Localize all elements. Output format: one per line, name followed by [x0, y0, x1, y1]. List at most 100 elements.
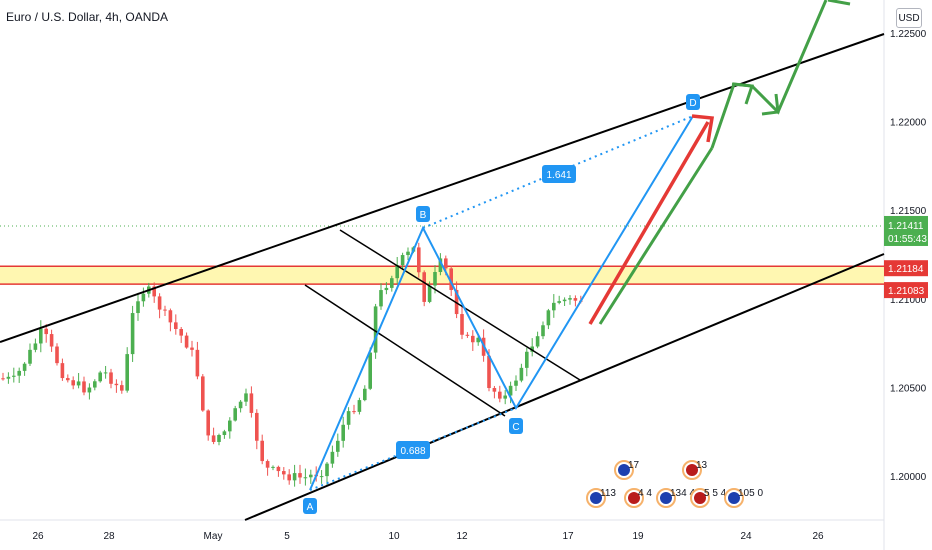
candle-body [190, 347, 194, 350]
candle-body [282, 471, 286, 475]
abcd-pattern-line [309, 115, 694, 491]
candle-body [93, 381, 97, 388]
candle-body [233, 408, 237, 421]
candle-body [541, 325, 545, 337]
pattern-point-label: C [512, 422, 519, 433]
candle-body [438, 258, 443, 273]
price-tag-bg [884, 215, 928, 246]
candle-body [114, 383, 119, 386]
candle-body [406, 251, 410, 256]
pattern-point-badge [416, 206, 430, 222]
y-tick-label: 1.20500 [890, 383, 927, 394]
candle-body [503, 395, 507, 399]
price-tag-zone: 1.21184 [884, 260, 928, 277]
price-tag-last: 1.21411 01:55:43 [884, 215, 928, 246]
candle-body [568, 298, 572, 300]
y-tick-label: 1.21500 [890, 206, 927, 217]
candle-body [66, 378, 70, 381]
candle-body [228, 420, 232, 432]
candle-body [476, 337, 480, 343]
x-tick-label: 17 [562, 531, 574, 542]
candle-body [249, 393, 254, 413]
candle-body [427, 285, 432, 302]
pattern-point-badge [303, 498, 317, 514]
candle-body [6, 376, 11, 379]
flag-lower-line [304, 284, 506, 417]
candle-body [120, 385, 124, 391]
candle-body [201, 376, 205, 411]
event-badge: 13 [682, 460, 708, 480]
candle-body [255, 412, 259, 441]
x-tick-label: May [204, 531, 223, 542]
y-tick-label: 1.21000 [890, 295, 927, 306]
candle-body [552, 302, 556, 311]
flag-upper-line [339, 229, 581, 381]
price-tag-value: 1.21083 [888, 286, 925, 297]
candle-body [433, 272, 437, 286]
event-flag-icon [590, 492, 602, 504]
candle-body [276, 466, 281, 472]
event-flag-icon [628, 492, 640, 504]
candle-body [352, 411, 356, 413]
candle-body [373, 306, 378, 353]
candle-body [87, 387, 92, 393]
x-tick-label: 10 [388, 531, 400, 542]
candle-body [460, 314, 464, 335]
candle-body [55, 346, 59, 364]
candle-body [49, 334, 54, 347]
candle-body [303, 477, 308, 479]
candle-body [508, 385, 513, 396]
y-tick-label: 1.22000 [890, 118, 927, 129]
ratio-text: 0.688 [400, 446, 425, 457]
candle-body [422, 272, 426, 302]
green-projection-arrow [598, 147, 714, 325]
price-tag-value: 1.21184 [888, 264, 924, 275]
event-flag-icon [694, 492, 706, 504]
upper-channel-line [0, 33, 885, 343]
candle-body [1, 378, 5, 380]
candle-body [357, 400, 362, 412]
candle-body [330, 451, 335, 464]
price-tag-countdown: 01:55:43 [888, 234, 927, 245]
candle-body [384, 287, 389, 291]
candle-body [379, 290, 383, 307]
candle-body [498, 391, 502, 399]
candle-body [28, 349, 32, 364]
x-tick-label: 26 [32, 531, 44, 542]
candle-body [309, 474, 313, 478]
candle-body [33, 343, 38, 350]
candle-body [368, 352, 372, 389]
candle-body [174, 322, 178, 330]
candle-body [465, 334, 470, 336]
candle-body [341, 424, 345, 441]
candle-body [168, 310, 173, 323]
chart-title: Euro / U.S. Dollar, 4h, OANDA [6, 10, 169, 24]
pattern-point-a: A [303, 498, 317, 514]
candle-body [217, 435, 221, 442]
candle-body [12, 375, 16, 377]
pattern-point-badge [509, 418, 523, 434]
candle-body [573, 298, 578, 301]
candle-body [98, 372, 102, 382]
event-badge: 17 [614, 460, 640, 480]
ratio-badge [542, 165, 576, 183]
event-badge: 113 [586, 488, 616, 508]
price-tag-bg [884, 282, 928, 299]
x-tick-label: 12 [456, 531, 468, 542]
candle-body [206, 410, 210, 436]
pattern-point-b: B [416, 206, 430, 222]
event-flag-icon [728, 492, 740, 504]
candle-body [82, 381, 86, 393]
candle-body [417, 247, 421, 273]
pattern-point-label: D [689, 98, 696, 109]
ratio-label: 0.688 [396, 441, 430, 459]
candle-body [557, 301, 561, 303]
candle-body [179, 329, 183, 336]
currency-button[interactable]: USD [896, 8, 922, 28]
candle-body [530, 346, 534, 352]
candle-body [363, 388, 367, 401]
event-flag-icon [686, 464, 698, 476]
candle-body [562, 299, 567, 302]
candle-body [157, 296, 162, 310]
